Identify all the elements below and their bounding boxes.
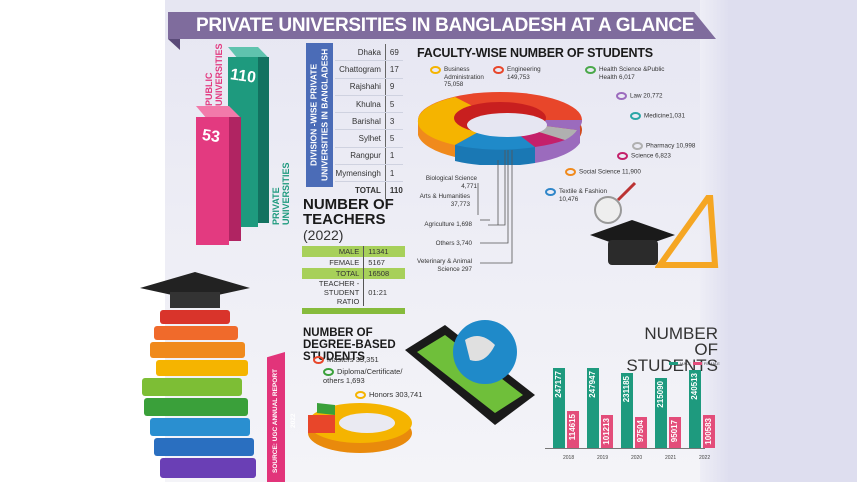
title-banner — [168, 12, 716, 39]
private-bar-top — [228, 47, 268, 59]
bar-male-2019: 247947 — [587, 368, 599, 448]
faculty-donut-chart — [417, 92, 583, 165]
teachers-year: (2022) — [303, 227, 344, 243]
legend-female-swatch — [692, 362, 702, 366]
public-universities-value: 53 — [200, 126, 221, 147]
set-square-ruler-icon — [655, 195, 719, 268]
public-bar-side — [229, 117, 241, 241]
graduation-cap-icon — [140, 272, 250, 308]
books-stack-illustration — [142, 310, 256, 478]
bar-female-2020: 97504 — [635, 417, 647, 448]
faculty-leader-lines — [477, 150, 513, 264]
faculty-label-business: Business Administration 75,058 — [430, 66, 494, 89]
bar-male-2018: 247177 — [553, 368, 565, 448]
magnifying-glass-icon — [594, 181, 637, 224]
faculty-label-agriculture: Agriculture 1,698 — [424, 221, 472, 228]
degree-label-honors: Honors 303,741 — [355, 390, 422, 400]
private-bar-side — [258, 57, 269, 223]
faculty-label-arts: Arts & Humanities 37,773 — [419, 193, 470, 208]
private-universities-value: 110 — [229, 66, 257, 87]
legend-male-swatch — [669, 362, 678, 366]
table-row: MALE 11341 — [302, 246, 405, 257]
students-title: NUMBER OF STUDENTS — [626, 324, 718, 375]
table-row: Sylhet 5 — [335, 129, 403, 148]
degree-title: NUMBER OF DEGREE-BASED STUDENTS — [303, 327, 396, 363]
students-legend: MALE FEMALE — [667, 361, 720, 366]
table-row: Khulna 5 — [335, 95, 403, 114]
table-row: Rangpur 1 — [335, 147, 403, 166]
degree-label-masters: Masters 35,351 — [313, 355, 379, 365]
table-row: Dhaka 69 — [335, 44, 403, 62]
source-band — [267, 352, 285, 482]
table-row: FEMALE 5167 — [302, 257, 405, 268]
right-background-panel — [728, 0, 857, 482]
public-universities-bar — [196, 117, 229, 245]
bar-male-2022: 240513 — [689, 370, 701, 448]
public-bar-top — [196, 106, 240, 119]
table-row: Barishal 3 — [335, 112, 403, 131]
private-universities-label: PRIVATE UNIVERSITIES — [271, 162, 291, 225]
table-row: Chattogram 17 — [335, 60, 403, 79]
division-panel — [306, 43, 333, 187]
faculty-label-medicine: Medicine1,031 — [630, 112, 685, 120]
degree-label-diploma: Diploma/Certificate/ others 1,693 — [323, 367, 403, 386]
year-2021: 2021 — [665, 455, 677, 461]
faculty-label-pharmacy: Pharmacy 10,998 — [632, 142, 695, 150]
faculty-label-others: Others 3,740 — [435, 240, 472, 247]
faculty-label-law: Law 20,772 — [616, 92, 663, 100]
bar-female-2022: 100583 — [703, 415, 715, 448]
faculty-title: FACULTY-WISE NUMBER OF STUDENTS — [417, 46, 653, 60]
table-total-row: TOTAL 110 — [335, 181, 403, 199]
faculty-label-veterinary: Veterinary & Animal Science 297 — [417, 258, 472, 273]
table-row: TEACHER - STUDENT RATIO 01:21 — [302, 279, 405, 306]
faculty-label-textile: Textile & Fashion 10,476 — [545, 188, 609, 203]
teachers-divider — [302, 308, 405, 314]
banner-fold — [168, 39, 180, 50]
bar-male-2021: 215090 — [655, 378, 667, 448]
teachers-table: MALE 11341 FEMALE 5167 TOTAL 16508 TEACHER … — [302, 246, 405, 306]
bar-female-2019: 101213 — [601, 415, 613, 448]
teachers-title: NUMBER OF TEACHERS — [303, 196, 394, 228]
page-title: PRIVATE UNIVERSITIES IN BANGLADESH AT A … — [196, 15, 695, 36]
table-row: Rajshahi 9 — [335, 78, 403, 96]
table-row: TOTAL 16508 — [302, 268, 405, 279]
division-title: DIVISION -WISE PRIVATE UNIVERSITIES IN B… — [308, 48, 330, 182]
tablet-globe-illustration — [405, 320, 535, 425]
division-table: Dhaka 69 Chattogram 17 Rajshahi 9 Khulna 5 B… — [335, 44, 403, 199]
faculty-label-engineering: Engineering 149,753 — [493, 66, 549, 81]
year-2020: 2020 — [631, 455, 643, 461]
bar-female-2021: 95017 — [669, 417, 681, 448]
year-2019: 2019 — [597, 455, 609, 461]
bar-male-2020: 231185 — [621, 373, 633, 448]
students-bar-chart: 247177 114615 247947 101213 231185 97504… — [545, 365, 715, 448]
degree-donut-chart — [308, 403, 412, 453]
public-universities-label: PUBLIC UNIVERSITIES — [204, 43, 224, 106]
students-x-axis — [545, 448, 705, 449]
year-2018: 2018 — [563, 455, 575, 461]
faculty-label-science: Science 6,823 — [617, 152, 671, 160]
faculty-label-biological: Biological Science 4,771 — [425, 175, 477, 190]
grad-cap-decoration-icon — [590, 220, 675, 265]
faculty-label-health: Health Science &Public Health 6,017 — [585, 66, 679, 81]
year-2022: 2022 — [699, 455, 711, 461]
faculty-label-social-science: Social Science 11,900 — [565, 168, 641, 176]
bar-female-2018: 114615 — [567, 411, 579, 448]
table-row: Mymensingh 1 — [335, 164, 403, 183]
